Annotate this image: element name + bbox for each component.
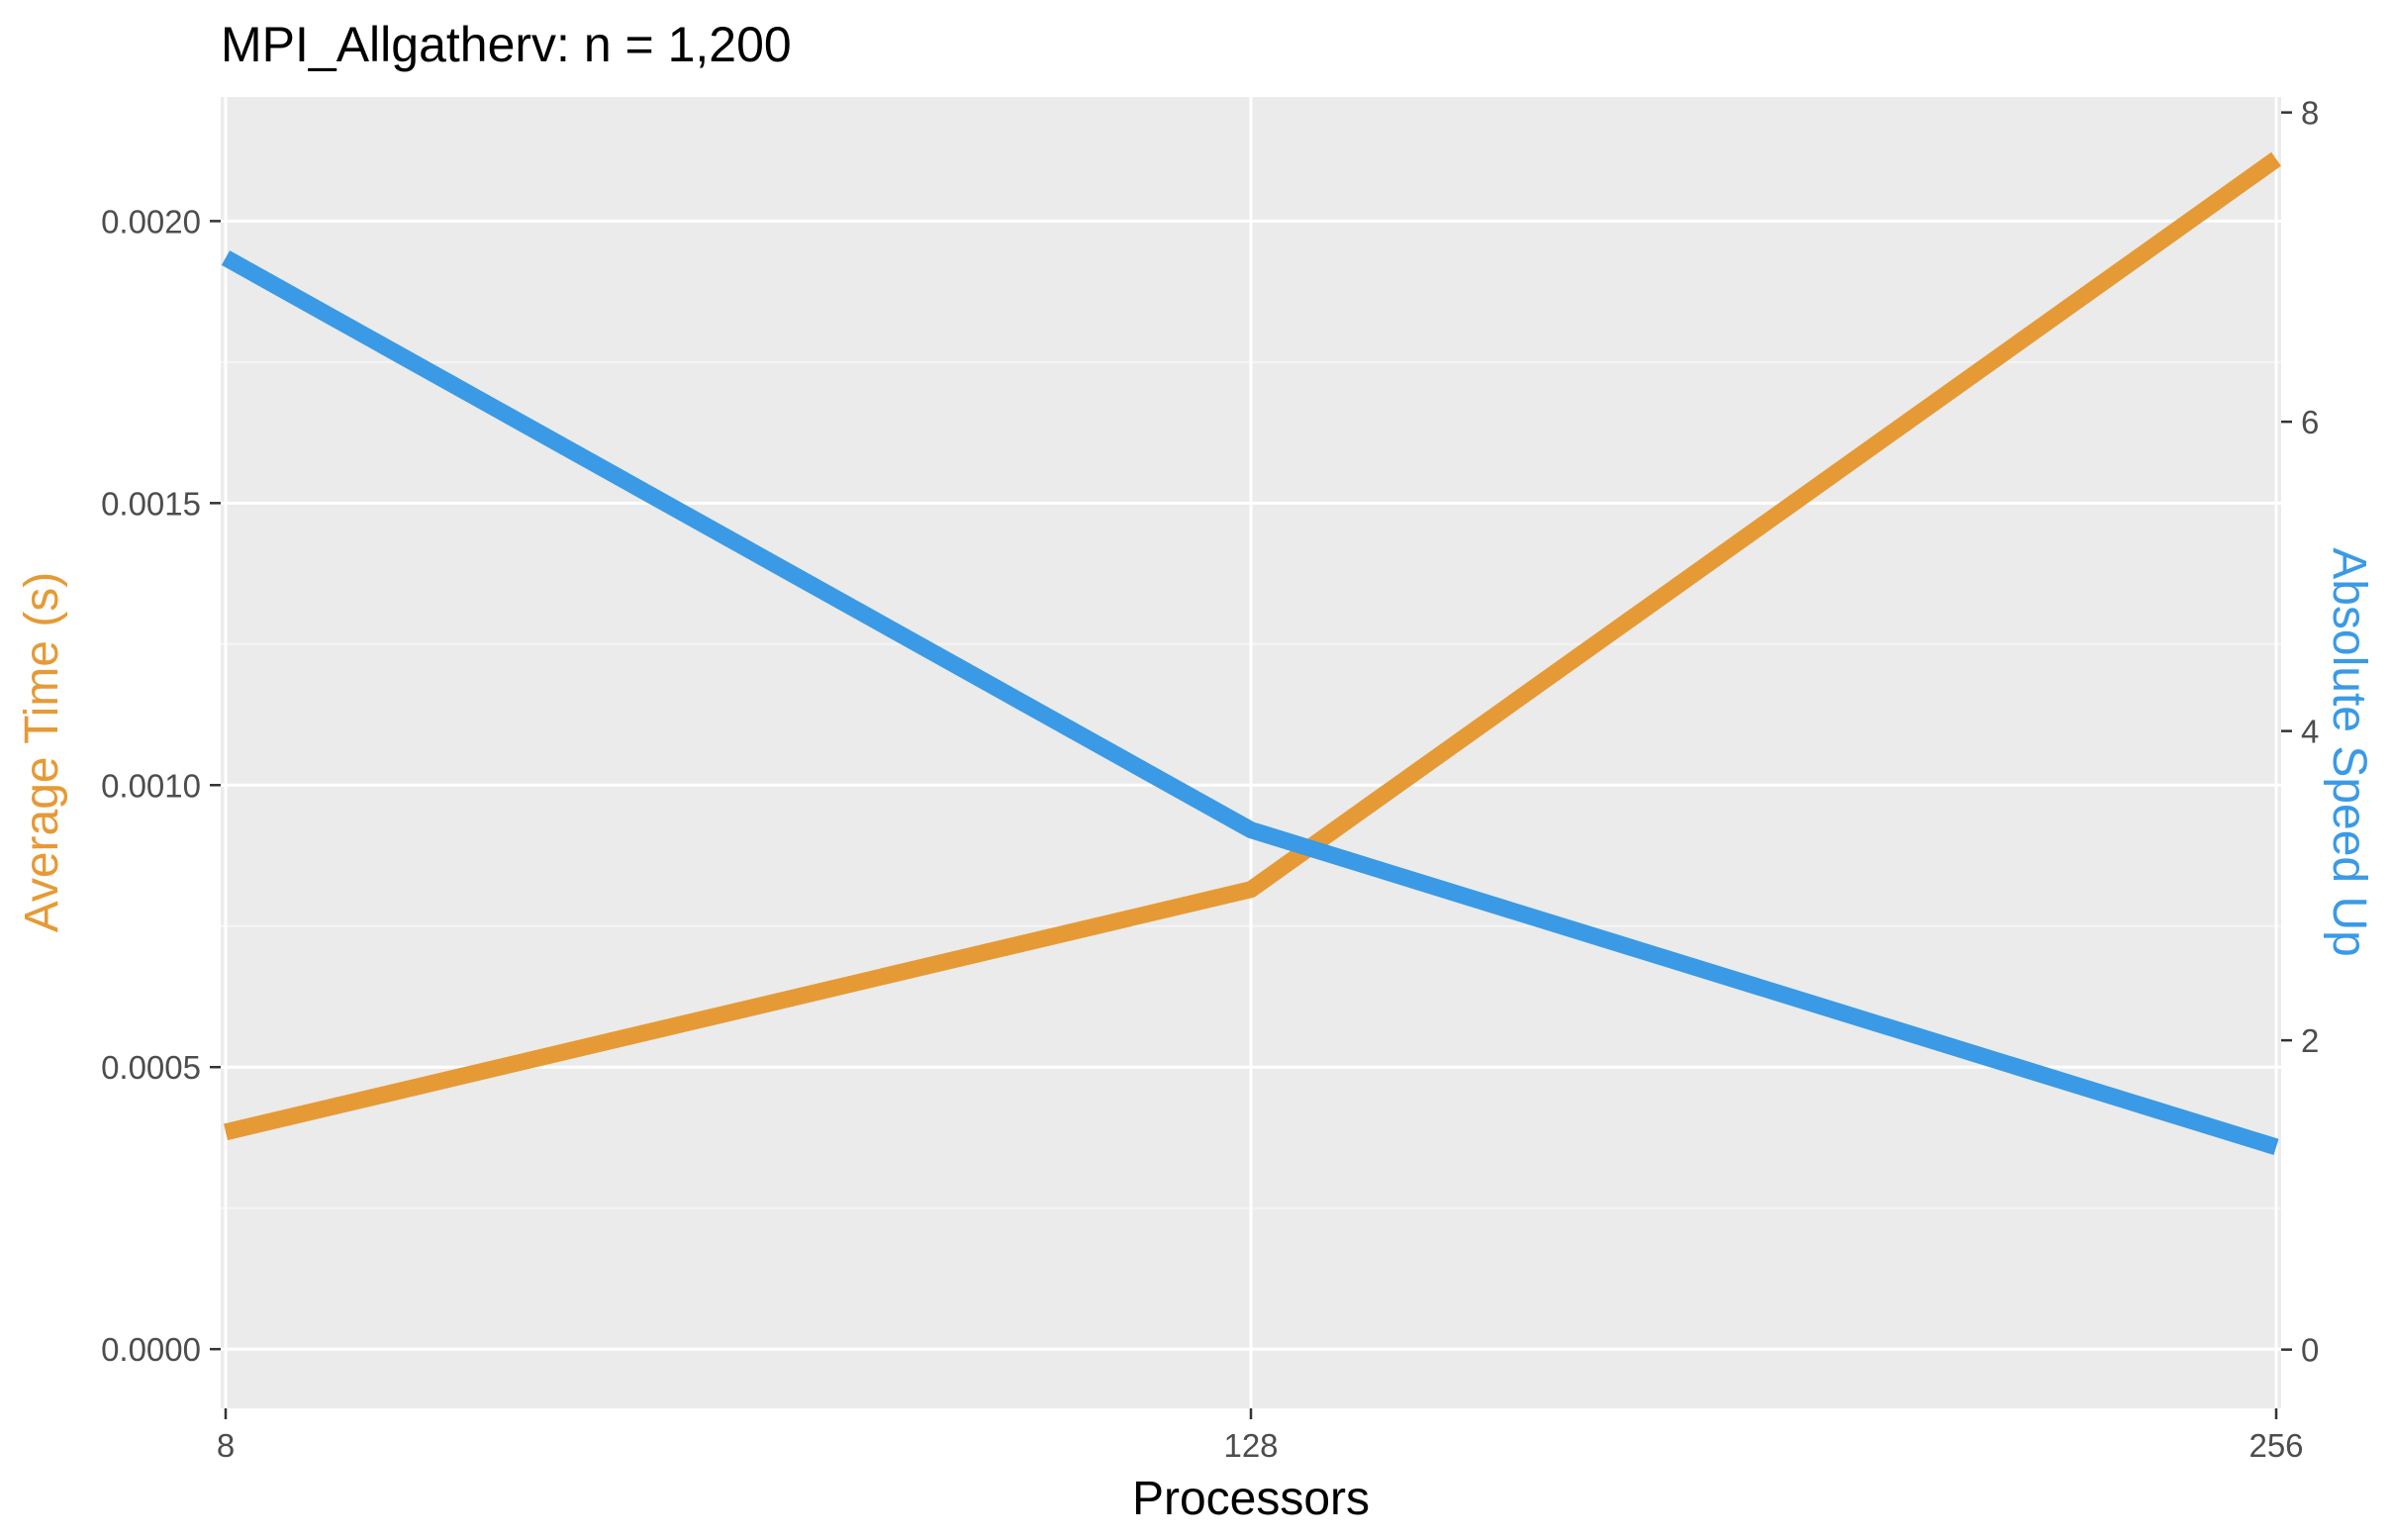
y-axis-right-title: Absolute Speed Up — [2323, 547, 2375, 957]
x-tick-label: 256 — [2248, 1427, 2303, 1464]
y-right-tick-label: 4 — [2301, 714, 2319, 750]
axes: 0.0000 0.0005 0.0010 0.0015 0.0020 0 2 4 6 8 8 128 2… — [101, 95, 2319, 1464]
y-left-tick-label: 0.0020 — [101, 203, 201, 240]
y-left-tick-label: 0.0010 — [101, 767, 201, 804]
y-right-tick-label: 8 — [2301, 95, 2319, 132]
y-left-tick-label: 0.0000 — [101, 1331, 201, 1368]
x-tick-label: 128 — [1223, 1427, 1278, 1464]
series-lines — [221, 151, 2281, 1156]
speedup-series-line — [221, 250, 2279, 1156]
chart-title: MPI_Allgatherv: n = 1,200 — [221, 17, 792, 72]
y-axis-left-title: Average Time (s) — [16, 572, 68, 933]
x-axis-title: Processors — [1132, 1473, 1370, 1525]
time-series-line — [224, 151, 2281, 1141]
grid-lines — [221, 97, 2281, 1408]
y-right-tick-label: 2 — [2301, 1022, 2319, 1059]
y-right-tick-label: 6 — [2301, 404, 2319, 440]
y-left-tick-label: 0.0015 — [101, 485, 201, 522]
x-tick-label: 8 — [217, 1427, 235, 1464]
y-left-tick-label: 0.0005 — [101, 1049, 201, 1086]
y-right-tick-label: 0 — [2301, 1332, 2319, 1369]
